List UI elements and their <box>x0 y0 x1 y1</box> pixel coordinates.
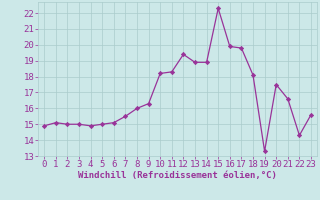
X-axis label: Windchill (Refroidissement éolien,°C): Windchill (Refroidissement éolien,°C) <box>78 171 277 180</box>
